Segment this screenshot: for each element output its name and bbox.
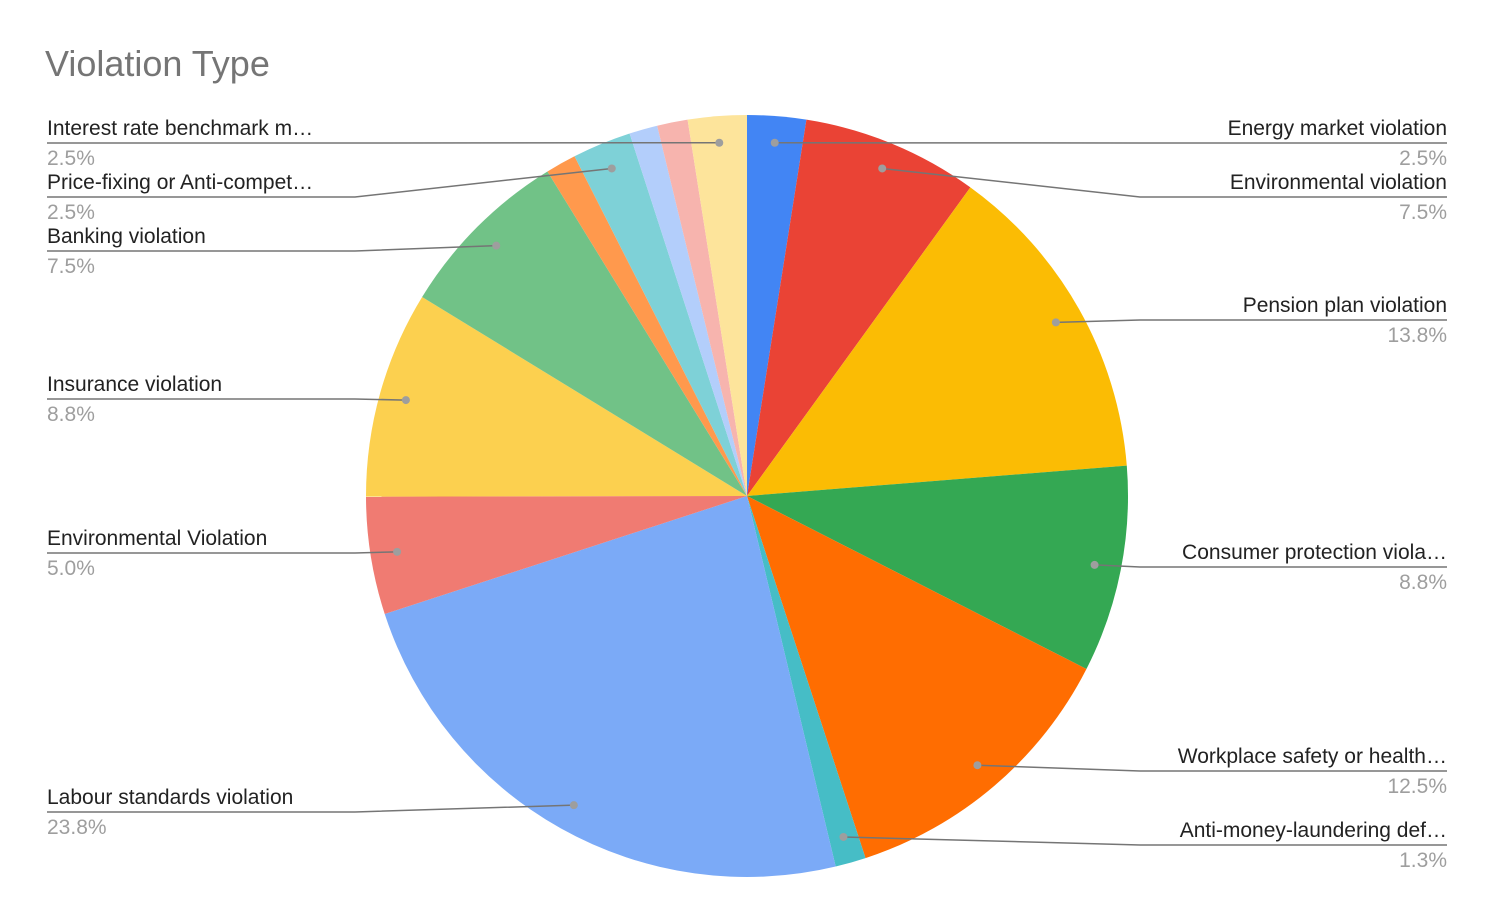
slice-percent-price-fixing-or-anti-compet-10: 2.5% [47,201,95,224]
slice-percent-environmental-violation-1: 7.5% [1399,201,1447,224]
leader-line-environmental-violation-7 [47,551,398,554]
leader-dot-energy-market-violation-0 [770,138,779,147]
leader-line-consumer-protection-viola-3 [1094,564,1447,568]
leader-dot-labour-standards-violation-6 [569,801,578,810]
leader-dot-interest-rate-benchmark-m-14 [715,138,724,147]
slice-label-workplace-safety-or-health-4: Workplace safety or health… [1178,745,1447,768]
pie-slice-environmental-violation-7 [366,496,747,614]
slice-percent-interest-rate-benchmark-m-14: 2.5% [47,147,95,170]
leader-line-insurance-violation-8 [47,398,406,401]
pie-slice-banking-violation-9 [422,171,747,497]
slice-label-interest-rate-benchmark-m-14: Interest rate benchmark m… [47,117,313,140]
leader-dot-price-fixing-or-anti-compet-10 [607,164,616,173]
leader-line-labour-standards-violation-6 [47,804,574,813]
pie-slices [366,115,1128,877]
leader-dot-consumer-protection-viola-3 [1090,560,1099,569]
slice-label-banking-violation-9: Banking violation [47,225,206,248]
slice-label-consumer-protection-viola-3: Consumer protection viola… [1182,541,1447,564]
slice-percent-consumer-protection-viola-3: 8.8% [1399,571,1447,594]
slice-label-price-fixing-or-anti-compet-10: Price-fixing or Anti-compet… [47,171,313,194]
slice-percent-energy-market-violation-0: 2.5% [1399,147,1447,170]
pie-slice-environmental-violation-1 [747,119,971,496]
pie-slice-anti-money-laundering-def-5 [747,496,866,867]
slice-label-anti-money-laundering-def-5: Anti-money-laundering def… [1180,819,1447,842]
slice-percent-environmental-violation-7: 5.0% [47,557,95,580]
pie-slice-energy-market-violation-0 [747,115,807,496]
slice-percent-pension-plan-violation-2: 13.8% [1387,324,1447,347]
leader-dot-workplace-safety-or-health-4 [973,761,982,770]
slice-label-pension-plan-violation-2: Pension plan violation [1243,294,1447,317]
slice-label-energy-market-violation-0: Energy market violation [1228,117,1447,140]
slice-labels: Energy market violation2.5%Environmental… [47,117,1447,872]
slice-percent-anti-money-laundering-def-5: 1.3% [1399,849,1447,872]
slice-label-environmental-violation-7: Environmental Violation [47,527,267,550]
leader-dot-insurance-violation-8 [401,396,410,405]
leader-dot-environmental-violation-7 [393,547,402,556]
pie-slice-workplace-safety-or-health-4 [747,496,1087,859]
pie-slice-unlabeled-slice-13 [657,119,747,496]
slice-percent-insurance-violation-8: 8.8% [47,403,95,426]
leader-line-workplace-safety-or-health-4 [977,764,1447,772]
leader-line-price-fixing-or-anti-compet-10 [47,167,612,198]
pie-slice-interest-rate-benchmark-m-14 [687,115,747,496]
leader-dot-anti-money-laundering-def-5 [839,832,848,841]
leader-dot-pension-plan-violation-2 [1051,318,1060,327]
slice-percent-labour-standards-violation-6: 23.8% [47,816,107,839]
leader-line-pension-plan-violation-2 [1055,319,1447,324]
leader-dot-banking-violation-9 [492,241,501,250]
pie-slice-price-fixing-or-anti-compet-10 [547,156,747,496]
slice-percent-banking-violation-9: 7.5% [47,255,95,278]
slice-label-labour-standards-violation-6: Labour standards violation [47,786,293,809]
pie-slice-insurance-violation-8 [366,296,747,497]
slice-percent-workplace-safety-or-health-4: 12.5% [1387,775,1447,798]
pie-slice-unlabeled-slice-12 [629,125,747,497]
leader-dot-environmental-violation-1 [878,164,887,173]
leader-line-banking-violation-9 [47,244,497,252]
slice-label-insurance-violation-8: Insurance violation [47,373,222,396]
leader-line-environmental-violation-1 [882,167,1447,198]
pie-slice-consumer-protection-viola-3 [747,465,1128,670]
pie-slice-unlabeled-slice-11 [574,133,747,497]
chart-title: Violation Type [45,43,270,84]
pie-slice-labour-standards-violation-6 [384,496,836,877]
pie-slice-pension-plan-violation-2 [747,187,1127,496]
slice-label-environmental-violation-1: Environmental violation [1230,171,1447,194]
leader-line-anti-money-laundering-def-5 [843,836,1447,846]
